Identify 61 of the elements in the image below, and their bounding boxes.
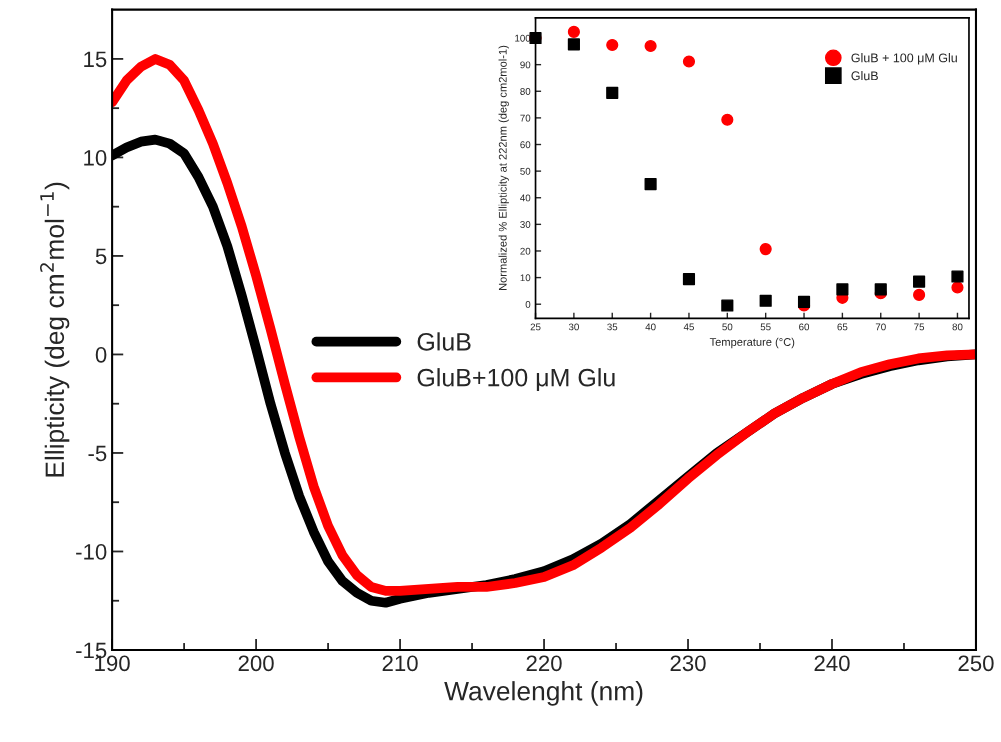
point (836, 283, 849, 296)
x-tick-label: 80 (952, 323, 963, 331)
y-tick-label: 5 (95, 248, 107, 265)
x-tick-label: 65 (837, 323, 848, 331)
legend-label: GluB + 100 μM Glu (851, 53, 957, 65)
x-tick-label: 40 (645, 323, 656, 331)
x-axis-title: Wavelenght (nm) (444, 681, 643, 706)
y-tick-label: 40 (520, 194, 531, 202)
point (606, 86, 619, 99)
legend-label: GluB+100 μM Glu (417, 368, 615, 391)
point (567, 25, 580, 38)
x-tick-label: 70 (875, 323, 886, 331)
point (913, 288, 926, 301)
point (682, 55, 696, 68)
x-tick-label: 35 (607, 323, 618, 331)
x-tick-label: 200 (238, 655, 274, 672)
point (721, 299, 734, 312)
x-tick-label: 60 (799, 323, 810, 331)
point (797, 295, 811, 308)
y-tick-label: 15 (84, 51, 107, 68)
point (721, 113, 734, 126)
point (682, 273, 696, 286)
y-tick-label: -10 (76, 544, 107, 560)
x-tick-label: 45 (683, 323, 694, 331)
y-tick-label: 0 (525, 300, 531, 308)
x-axis-title: Temperature (°C) (709, 337, 795, 349)
point (759, 294, 772, 307)
point (874, 283, 887, 296)
x-tick-label: 75 (914, 323, 925, 331)
y-tick-label: 30 (520, 221, 531, 228)
y-tick-label: 10 (84, 149, 107, 166)
point (606, 38, 619, 52)
x-tick-label: 30 (568, 323, 579, 331)
y-tick-label: 60 (520, 141, 531, 149)
legend-label: GluB (417, 332, 471, 351)
y-tick-label: -5 (88, 445, 107, 462)
y-tick-label: 50 (520, 167, 531, 175)
x-tick-label: 25 (530, 323, 541, 331)
x-tick-label: 230 (670, 655, 706, 672)
y-tick-label: 10 (520, 274, 531, 282)
x-tick-label: 240 (814, 655, 850, 672)
y-axis-title: Normalized % Ellipticity at 222nm (deg cm2mol-1) (498, 45, 509, 291)
x-tick-label: 250 (958, 655, 994, 672)
point (644, 178, 657, 191)
x-tick-label: 55 (760, 323, 771, 331)
y-tick-label: 70 (520, 114, 531, 122)
y-axis-title: Ellipticity (deg cm$^{2}$mol$^{−1}$) (40, 182, 70, 477)
point (567, 38, 580, 51)
point (951, 281, 964, 294)
point (951, 270, 964, 283)
y-tick-label: 80 (520, 88, 531, 95)
y-tick-label: 90 (520, 61, 531, 69)
y-tick-label: 20 (520, 247, 531, 255)
point (759, 243, 772, 256)
point (644, 39, 657, 53)
x-tick-label: 220 (526, 655, 562, 672)
point (913, 275, 926, 288)
legend-label: GluB (851, 71, 878, 81)
x-tick-label: 50 (722, 323, 733, 331)
x-tick-label: 210 (382, 655, 418, 672)
y-tick-label: 0 (95, 346, 107, 363)
